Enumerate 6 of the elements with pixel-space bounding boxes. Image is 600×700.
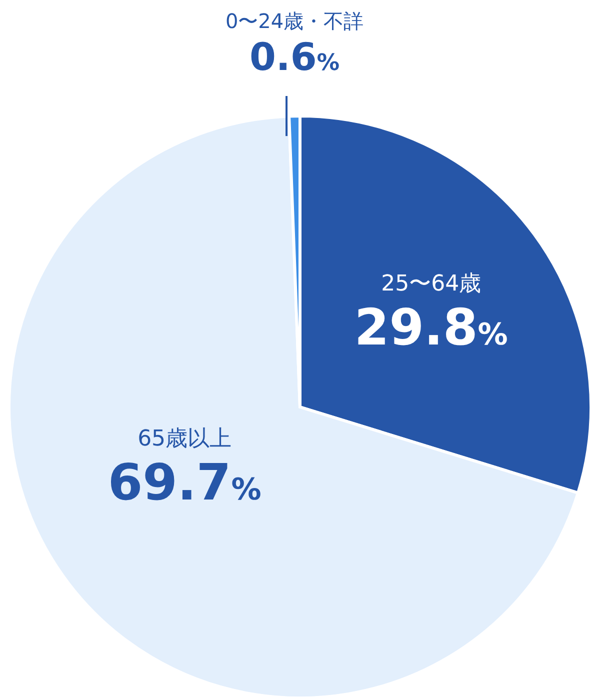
data-label: 69.7% (108, 454, 262, 512)
slice-label: 65歳以上 (138, 426, 232, 452)
slice-label: 25〜64歳 (381, 271, 482, 296)
data-label: 29.8% (354, 298, 508, 356)
slice-label: 0〜24歳・不詳 (225, 9, 364, 33)
data-label: 0.6% (249, 35, 340, 79)
